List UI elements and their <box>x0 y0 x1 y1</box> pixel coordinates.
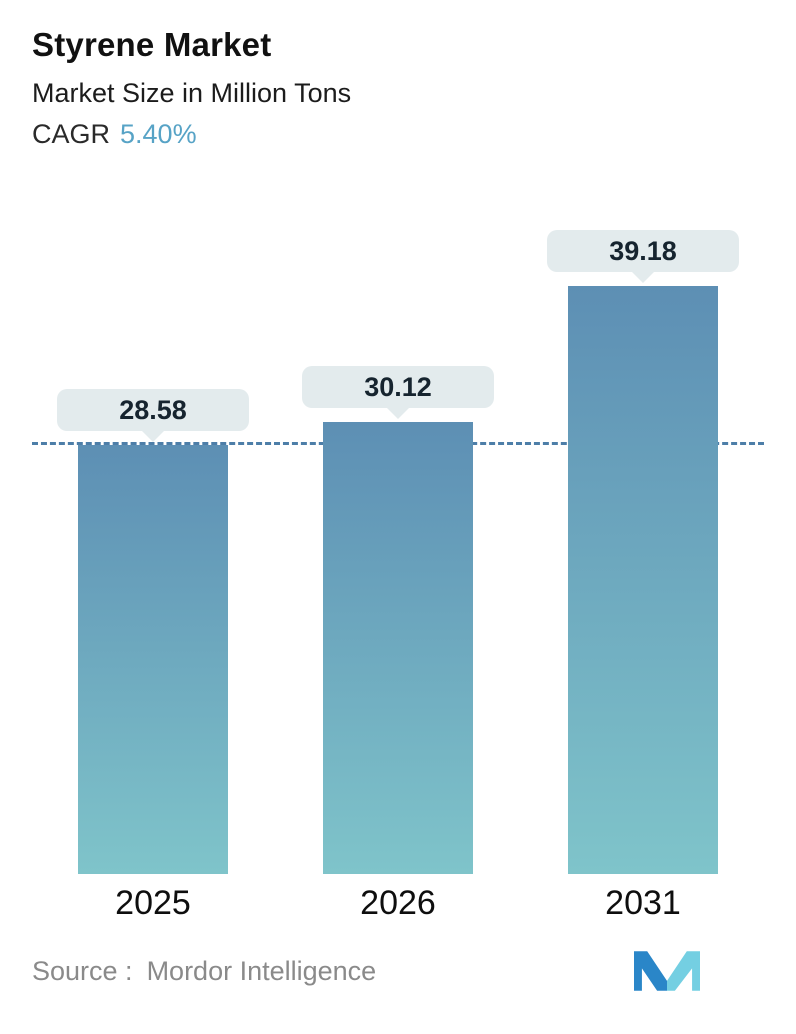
chart-subtitle: Market Size in Million Tons <box>32 78 352 108</box>
bubble-pointer-icon <box>632 272 654 283</box>
x-axis: 2025 2026 2031 <box>32 884 764 923</box>
bubble-pointer-icon <box>142 431 164 442</box>
bar-chart: 28.58 30.12 39.18 2025 2026 2031 <box>32 212 764 923</box>
source-text: Source : Mordor Intelligence <box>32 956 376 987</box>
footer: Source : Mordor Intelligence <box>32 949 764 993</box>
value-label: 39.18 <box>609 236 677 266</box>
plot-area: 28.58 30.12 39.18 <box>32 212 764 874</box>
mordor-intelligence-logo-icon <box>634 951 700 991</box>
page: Styrene Market Market Size in Million To… <box>32 26 764 993</box>
bar-2025: 28.58 <box>57 389 249 874</box>
value-label: 28.58 <box>119 395 187 425</box>
chart-title: Styrene Market <box>32 26 272 63</box>
x-axis-label: 2025 <box>115 884 191 922</box>
x-axis-label: 2026 <box>360 884 436 922</box>
value-label-bubble: 39.18 <box>547 230 739 283</box>
value-label: 30.12 <box>364 372 432 402</box>
bar-2031: 39.18 <box>547 230 739 874</box>
cagr-value: 5.40% <box>120 119 197 149</box>
cagr-line: CAGR 5.40% <box>32 119 764 150</box>
source-value: Mordor Intelligence <box>146 955 377 986</box>
cagr-label: CAGR <box>32 119 111 149</box>
value-label-bubble: 30.12 <box>302 366 494 419</box>
value-label-bubble: 28.58 <box>57 389 249 442</box>
source-label: Source : <box>32 955 133 986</box>
x-axis-label: 2031 <box>605 884 681 922</box>
bar-2026: 30.12 <box>302 366 494 874</box>
bubble-pointer-icon <box>387 408 409 419</box>
